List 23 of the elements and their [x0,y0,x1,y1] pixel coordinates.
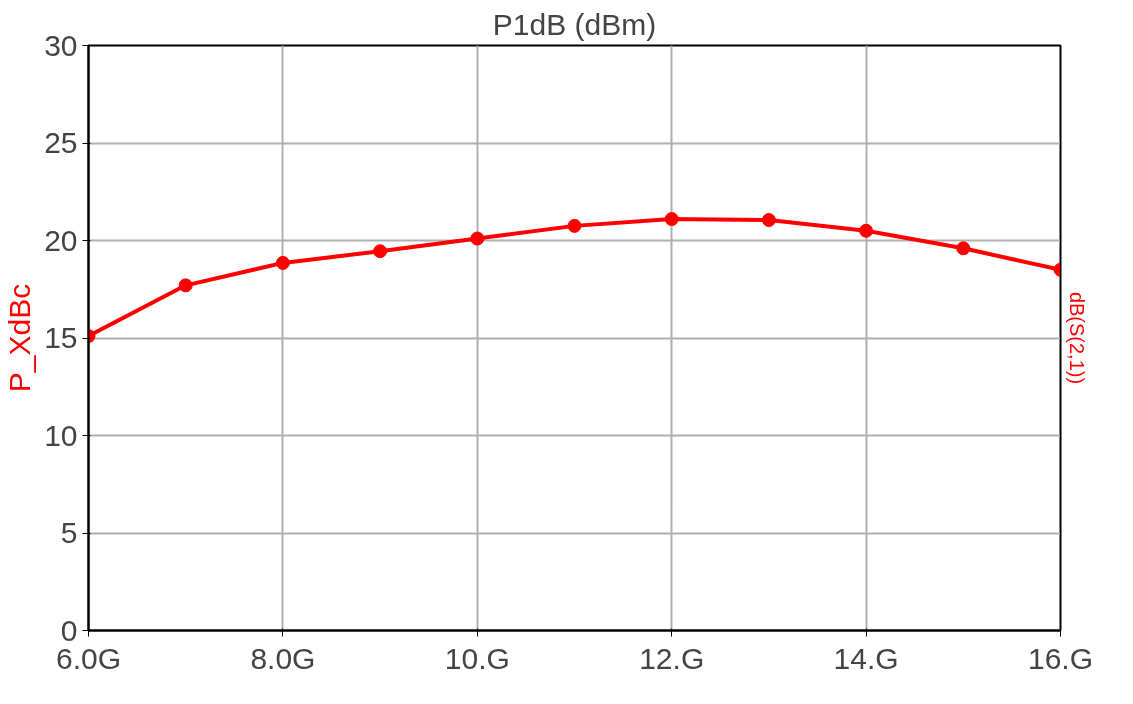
y-axis-title: P_XdBc [3,283,37,393]
point [275,255,290,270]
point [761,213,776,228]
point [664,212,679,227]
y-tick-label: 25 [44,126,78,159]
y-tick-label: 10 [44,418,78,452]
y-tick-label: 20 [44,223,78,257]
chart-title: P1dB (dBm) [492,7,657,41]
y-tick-label: 30 [44,28,78,62]
x-tick-label: 12.G [639,641,705,675]
x-tick-label: 10.G [444,641,510,675]
y-tick-label: 5 [60,516,78,549]
x-tick-label: 14.G [833,641,899,675]
point [470,231,485,246]
point [567,218,582,233]
point [373,244,388,259]
point [178,278,193,293]
x-tick-label: 8.0G [250,641,316,675]
point [859,223,874,238]
x-tick-label: 16.G [1027,641,1094,675]
point [956,241,971,256]
y2-axis-title: dB(S(2,1)) [1065,291,1088,385]
y-tick-label: 15 [44,321,78,354]
